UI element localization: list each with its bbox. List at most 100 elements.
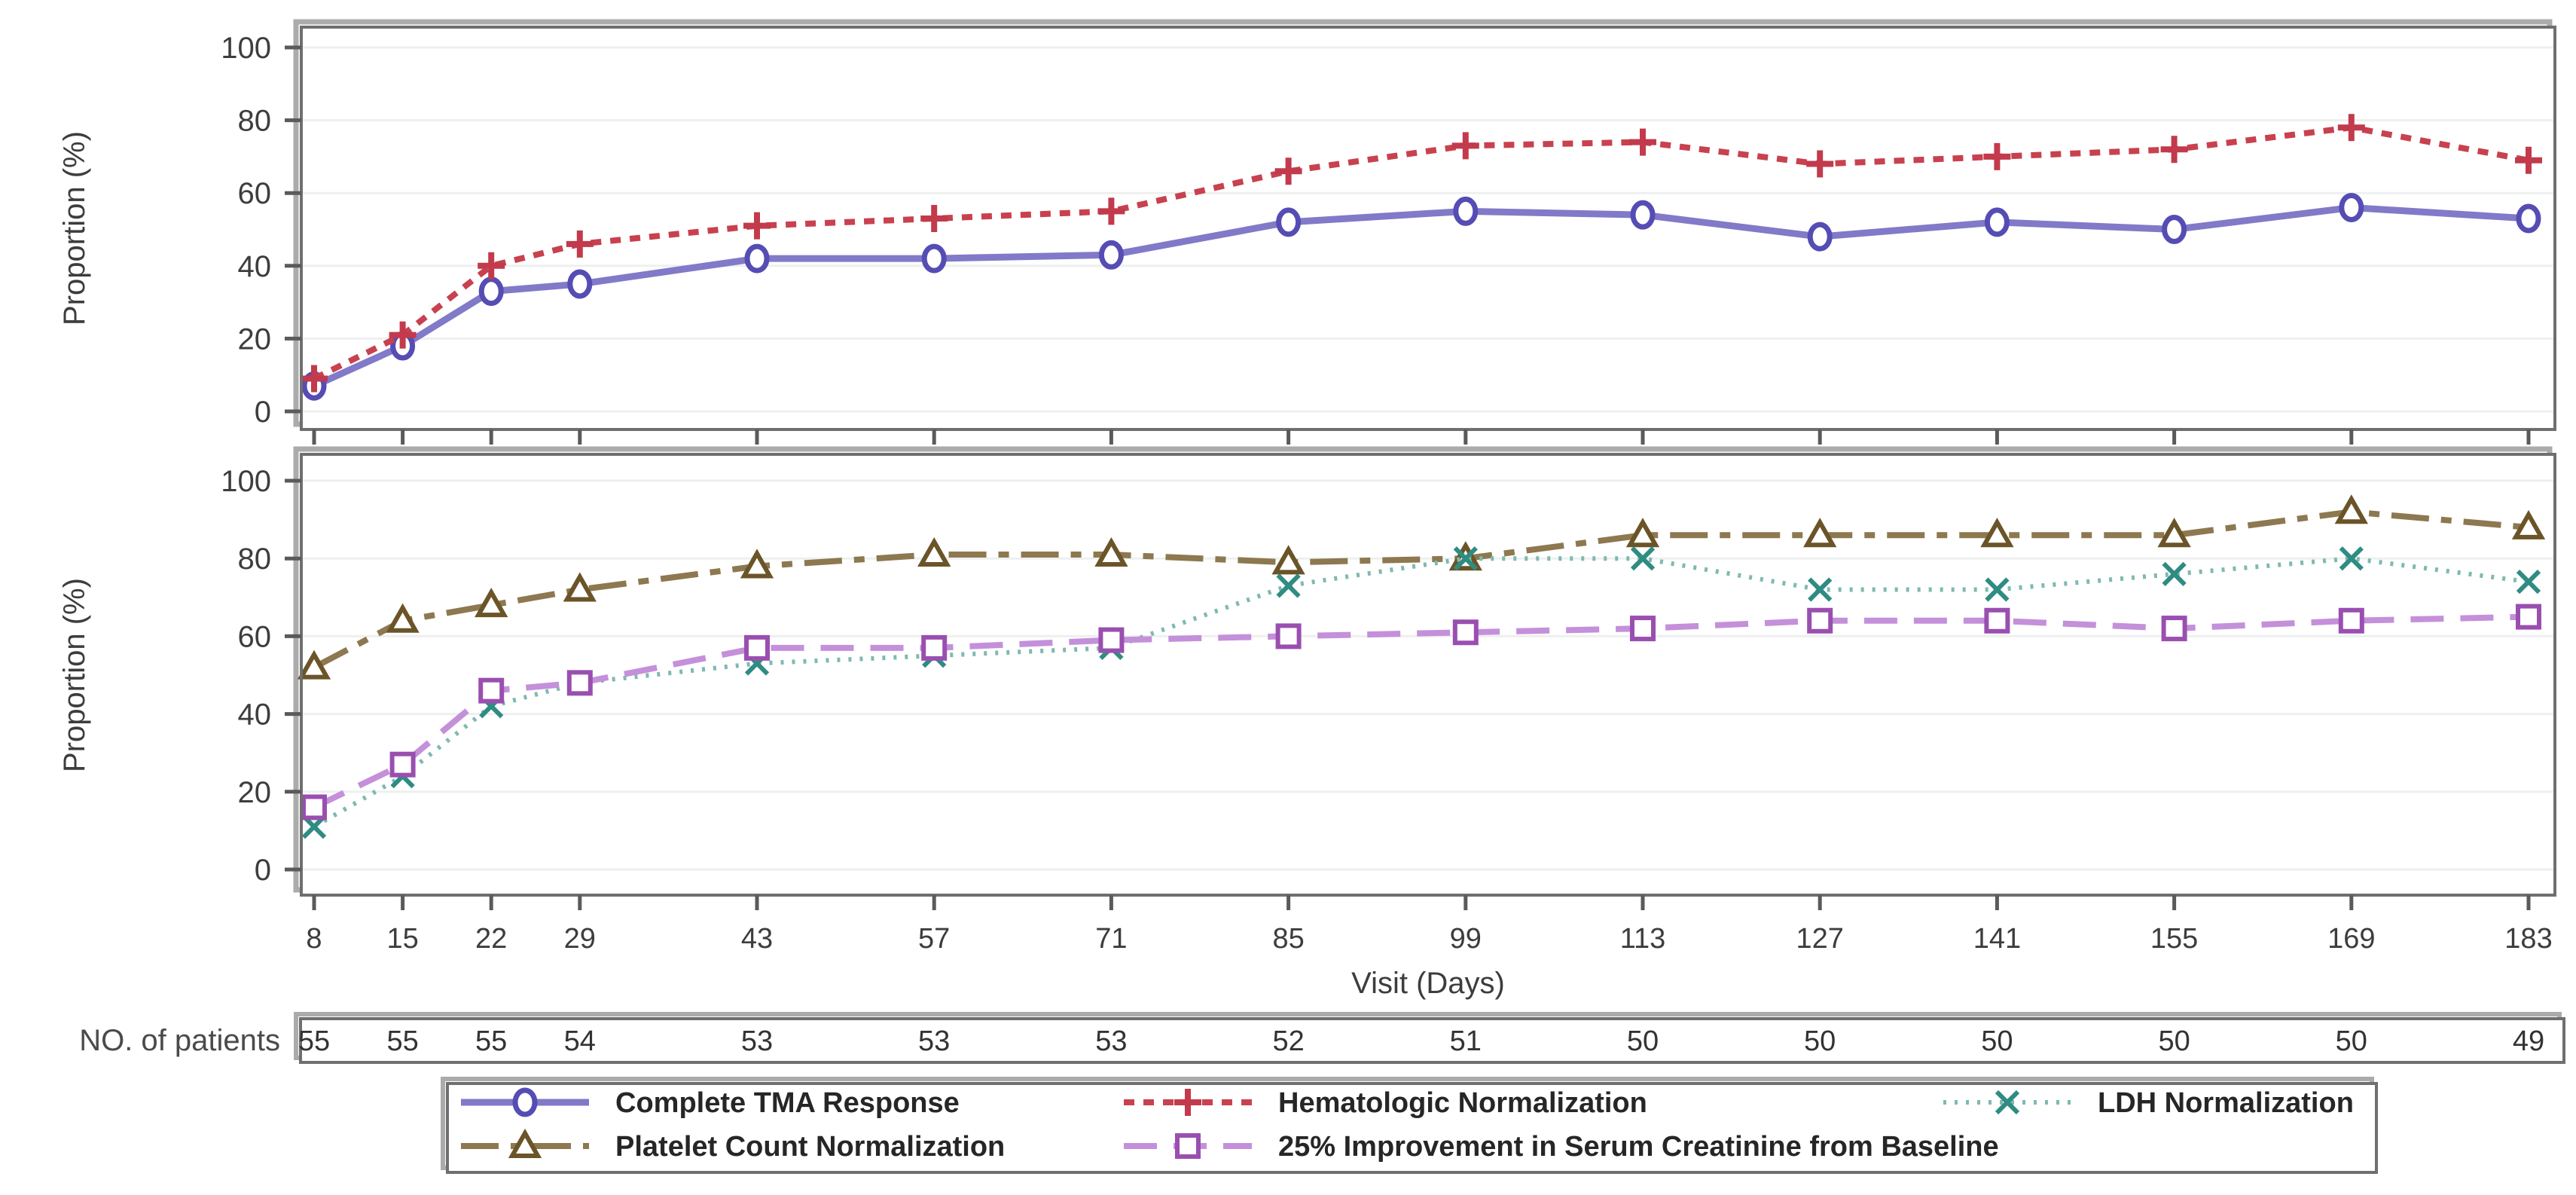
marker-square <box>1452 619 1479 646</box>
marker-square <box>921 634 948 661</box>
marker-square <box>389 751 416 778</box>
marker-square <box>2161 616 2187 642</box>
x-tick-label: 57 <box>918 923 950 955</box>
data-series <box>297 114 2546 839</box>
marker-x <box>2162 561 2187 586</box>
marker-circle <box>1276 207 1302 237</box>
patients-count: 49 <box>2513 1025 2544 1057</box>
y-tick-label: 20 <box>238 776 272 809</box>
patients-count: 50 <box>2158 1025 2190 1057</box>
marker-circle <box>1807 222 1833 252</box>
y-tick-label: 20 <box>238 322 272 356</box>
marker-x <box>1630 546 1656 571</box>
marker-circle <box>2516 203 2541 234</box>
marker-triangle <box>1803 518 1837 548</box>
marker-triangle <box>2334 494 2368 524</box>
marker-triangle <box>508 1128 542 1158</box>
marker-square <box>2338 607 2364 634</box>
panel-frame <box>300 453 2556 897</box>
marker-plus <box>566 230 594 258</box>
marker-circle <box>2339 193 2364 223</box>
marker-square <box>1807 607 1833 634</box>
series-tma <box>301 193 2541 401</box>
y-axis-label-top: Proportion (%) <box>58 131 91 325</box>
marker-plus <box>478 252 505 280</box>
y-tick-label: 0 <box>255 854 271 887</box>
patients-count: 52 <box>1272 1025 1304 1057</box>
marker-plus <box>2515 146 2542 174</box>
legend-label: Platelet Count Normalization <box>615 1131 1005 1163</box>
marker-x <box>1276 573 1301 598</box>
marker-circle <box>1984 207 2010 237</box>
patients-count: 55 <box>475 1025 507 1057</box>
marker-circle <box>512 1087 538 1117</box>
patients-count: 50 <box>1981 1025 2013 1057</box>
x-tick-label: 155 <box>2150 923 2198 955</box>
marker-circle <box>1453 196 1479 226</box>
panel-background <box>301 27 2555 429</box>
y-tick-label: 40 <box>238 698 272 732</box>
x-tick-label: 8 <box>306 923 322 955</box>
patients-count: 53 <box>741 1025 773 1057</box>
x-tick-label: 99 <box>1450 923 1482 955</box>
x-tick-label: 141 <box>1973 923 2021 955</box>
legend-entry-hema: Hematologic Normalization <box>1124 1087 1647 1119</box>
series-hema <box>301 114 2542 393</box>
marker-circle <box>1098 240 1124 270</box>
x-tick-label: 183 <box>2504 923 2552 955</box>
marker-plus <box>1629 128 1656 156</box>
y-tick-label: 0 <box>255 396 271 429</box>
marker-x <box>1995 1090 2020 1115</box>
x-tick-label: 29 <box>564 923 596 955</box>
panel-frame <box>300 26 2556 431</box>
marker-plus <box>1451 132 1479 160</box>
panel-frames <box>293 19 2555 895</box>
patients-box <box>299 1017 2565 1064</box>
marker-x <box>1808 577 1833 602</box>
x-axis-label: Visit (Days) <box>1351 967 1505 1000</box>
marker-triangle <box>2511 509 2546 539</box>
marker-plus <box>301 365 328 393</box>
marker-square <box>744 634 770 661</box>
marker-plus <box>1983 142 2011 170</box>
marker-circle <box>921 243 947 274</box>
patients-count: 55 <box>386 1025 418 1057</box>
patients-count: 53 <box>1095 1025 1127 1057</box>
marker-x <box>2339 546 2364 571</box>
legend-entry-platelet: Platelet Count Normalization <box>461 1128 1005 1163</box>
legend-entry-tma: Complete TMA Response <box>461 1087 960 1119</box>
y-tick-label: 40 <box>238 250 272 283</box>
marker-triangle <box>563 572 597 602</box>
marker-triangle <box>2157 518 2191 548</box>
patients-count: 54 <box>564 1025 596 1057</box>
marker-circle <box>2162 215 2187 244</box>
marker-plus <box>2160 136 2188 164</box>
legend-label: LDH Normalization <box>2098 1087 2354 1119</box>
panel-background <box>301 454 2555 895</box>
marker-square <box>478 677 505 704</box>
x-tick-label: 127 <box>1796 923 1843 955</box>
marker-plus <box>1806 150 1834 178</box>
marker-triangle <box>386 603 420 633</box>
legend-entry-ldh: LDH Normalization <box>1943 1087 2354 1119</box>
y-tick-label: 80 <box>238 542 272 576</box>
x-tick-label: 169 <box>2327 923 2375 955</box>
marker-square <box>1630 616 1656 642</box>
series-platelet <box>297 494 2546 680</box>
patients-count: 50 <box>2336 1025 2367 1057</box>
patients-count: 51 <box>1450 1025 1482 1057</box>
x-tick-label: 85 <box>1272 923 1304 955</box>
marker-plus <box>743 212 771 240</box>
marker-square <box>2516 604 2541 630</box>
marker-square <box>1175 1133 1201 1159</box>
legend-label: 25% Improvement in Serum Creatinine from… <box>1278 1131 1999 1163</box>
patients-count: 50 <box>1627 1025 1659 1057</box>
x-tick-label: 71 <box>1095 923 1127 955</box>
patients-row: 55 55 55 54 53 53 53 52 51 50 50 50 50 50 49 <box>294 1012 2565 1064</box>
series-line-hema <box>313 124 2529 382</box>
y-axis-label-bottom: Proportion (%) <box>58 578 91 772</box>
marker-plus <box>2337 114 2365 142</box>
x-tick-label: 113 <box>1620 923 1666 955</box>
marker-circle <box>1630 200 1656 230</box>
